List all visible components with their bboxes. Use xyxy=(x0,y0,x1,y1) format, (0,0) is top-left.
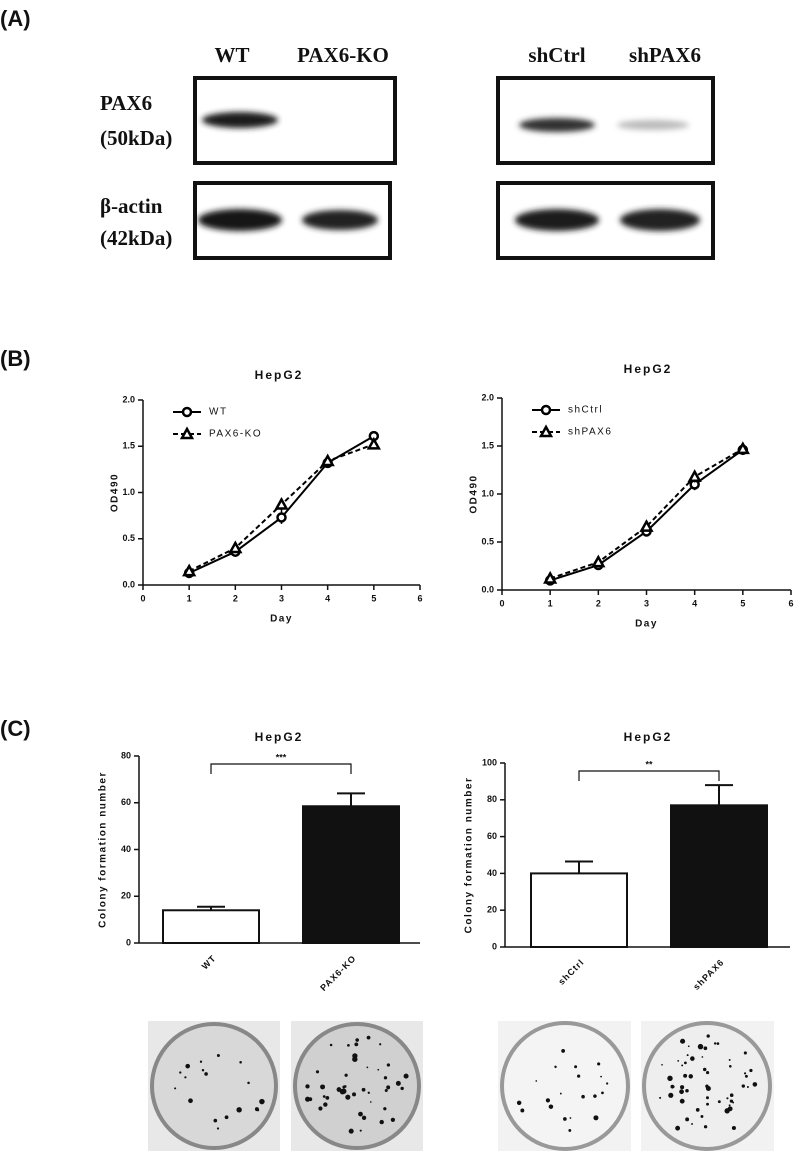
y-axis-label: Colony formation number xyxy=(464,777,475,934)
y-tick-label: 0 xyxy=(126,937,131,947)
marker xyxy=(591,554,606,568)
legend-label: PAX6-KO xyxy=(209,429,262,440)
y-tick-label: 1.0 xyxy=(481,488,494,498)
blot-row: PAX6 xyxy=(100,91,152,115)
marker xyxy=(687,469,702,482)
blot-column: shPAX6 xyxy=(629,43,701,67)
blot-images xyxy=(193,76,715,260)
blot-bands xyxy=(198,112,700,231)
y-tick-label: 80 xyxy=(487,794,497,804)
blot-row: β-actin xyxy=(100,194,163,218)
legend-label: WT xyxy=(209,407,228,418)
blot-row-size: (50kDa) xyxy=(100,126,172,150)
marker xyxy=(274,496,289,510)
x-tick-label: shCtrl xyxy=(556,957,586,987)
legend-label: shPAX6 xyxy=(568,427,612,438)
marker xyxy=(639,519,654,532)
series-line xyxy=(549,448,744,580)
y-tick-label: 80 xyxy=(121,750,131,760)
y-tick-label: 20 xyxy=(487,905,497,915)
bar xyxy=(530,872,628,949)
marker xyxy=(182,563,197,577)
y-axis-label: Colony formation number xyxy=(98,771,109,928)
blot-column: shCtrl xyxy=(528,43,585,67)
x-tick-label: 3 xyxy=(279,593,284,603)
chart-title: HepG2 xyxy=(624,730,673,744)
panel-label: (C) xyxy=(0,716,31,741)
marker xyxy=(228,540,243,554)
panel-label: (B) xyxy=(0,346,31,371)
significance-bracket xyxy=(578,770,720,781)
significance-label: ** xyxy=(645,759,653,769)
bar xyxy=(670,804,768,948)
blot-row-size: (42kDa) xyxy=(100,226,172,250)
y-tick-label: 1.5 xyxy=(481,440,494,450)
x-tick-label: 4 xyxy=(692,598,697,608)
x-tick-label: PAX6-KO xyxy=(318,953,358,993)
marker xyxy=(366,436,381,450)
panel-label: (A) xyxy=(0,6,31,31)
y-tick-label: 0.0 xyxy=(481,584,494,594)
marker xyxy=(735,441,750,455)
legend-marker xyxy=(181,406,193,418)
x-tick-label: 1 xyxy=(548,598,553,608)
x-tick-label: 4 xyxy=(325,593,330,603)
y-axis-label: OD490 xyxy=(469,474,480,513)
x-tick-label: 5 xyxy=(371,593,376,603)
x-tick-label: WT xyxy=(200,953,218,971)
y-tick-label: 40 xyxy=(121,844,131,854)
y-tick-label: 60 xyxy=(121,797,131,807)
x-tick-label: 1 xyxy=(187,593,192,603)
x-tick-label: 0 xyxy=(140,593,145,603)
x-tick-label: 6 xyxy=(417,593,422,603)
x-axis-label: Day xyxy=(270,614,293,625)
y-tick-label: 0.0 xyxy=(122,579,135,589)
significance-label: *** xyxy=(276,752,287,762)
significance-bracket xyxy=(210,763,352,774)
y-tick-label: 2.0 xyxy=(122,394,135,404)
x-tick-label: 2 xyxy=(233,593,238,603)
marker xyxy=(276,512,287,523)
bar xyxy=(302,805,400,944)
marker xyxy=(543,570,558,584)
blot-column: WT xyxy=(214,43,249,67)
x-tick-label: 2 xyxy=(596,598,601,608)
bar xyxy=(162,909,260,945)
y-axis-label: OD490 xyxy=(110,473,121,512)
blot-column: PAX6-KO xyxy=(297,43,389,67)
legend-label: shCtrl xyxy=(568,405,603,416)
y-tick-label: 2.0 xyxy=(481,392,494,402)
y-tick-label: 100 xyxy=(482,757,497,767)
legend-marker xyxy=(538,424,554,438)
legend-marker xyxy=(540,404,552,416)
x-axis-label: Day xyxy=(635,619,658,630)
x-tick-label: 5 xyxy=(740,598,745,608)
colony-plates xyxy=(148,1021,774,1151)
series-line xyxy=(549,449,744,582)
y-tick-label: 1.5 xyxy=(122,441,135,451)
x-tick-label: 6 xyxy=(788,598,793,608)
x-tick-label: 0 xyxy=(499,598,504,608)
y-tick-label: 40 xyxy=(487,868,497,878)
chart-title: HepG2 xyxy=(624,362,673,376)
y-tick-label: 0.5 xyxy=(122,533,135,543)
y-tick-label: 1.0 xyxy=(122,487,135,497)
x-tick-label: 3 xyxy=(644,598,649,608)
y-tick-label: 0 xyxy=(492,941,497,951)
chart-title: HepG2 xyxy=(255,730,304,744)
x-tick-label: shPAX6 xyxy=(691,957,726,992)
chart-title: HepG2 xyxy=(255,368,304,382)
legend-marker xyxy=(179,426,195,440)
y-tick-label: 20 xyxy=(121,891,131,901)
marker xyxy=(320,453,335,467)
y-tick-label: 60 xyxy=(487,831,497,841)
y-tick-label: 0.5 xyxy=(481,536,494,546)
